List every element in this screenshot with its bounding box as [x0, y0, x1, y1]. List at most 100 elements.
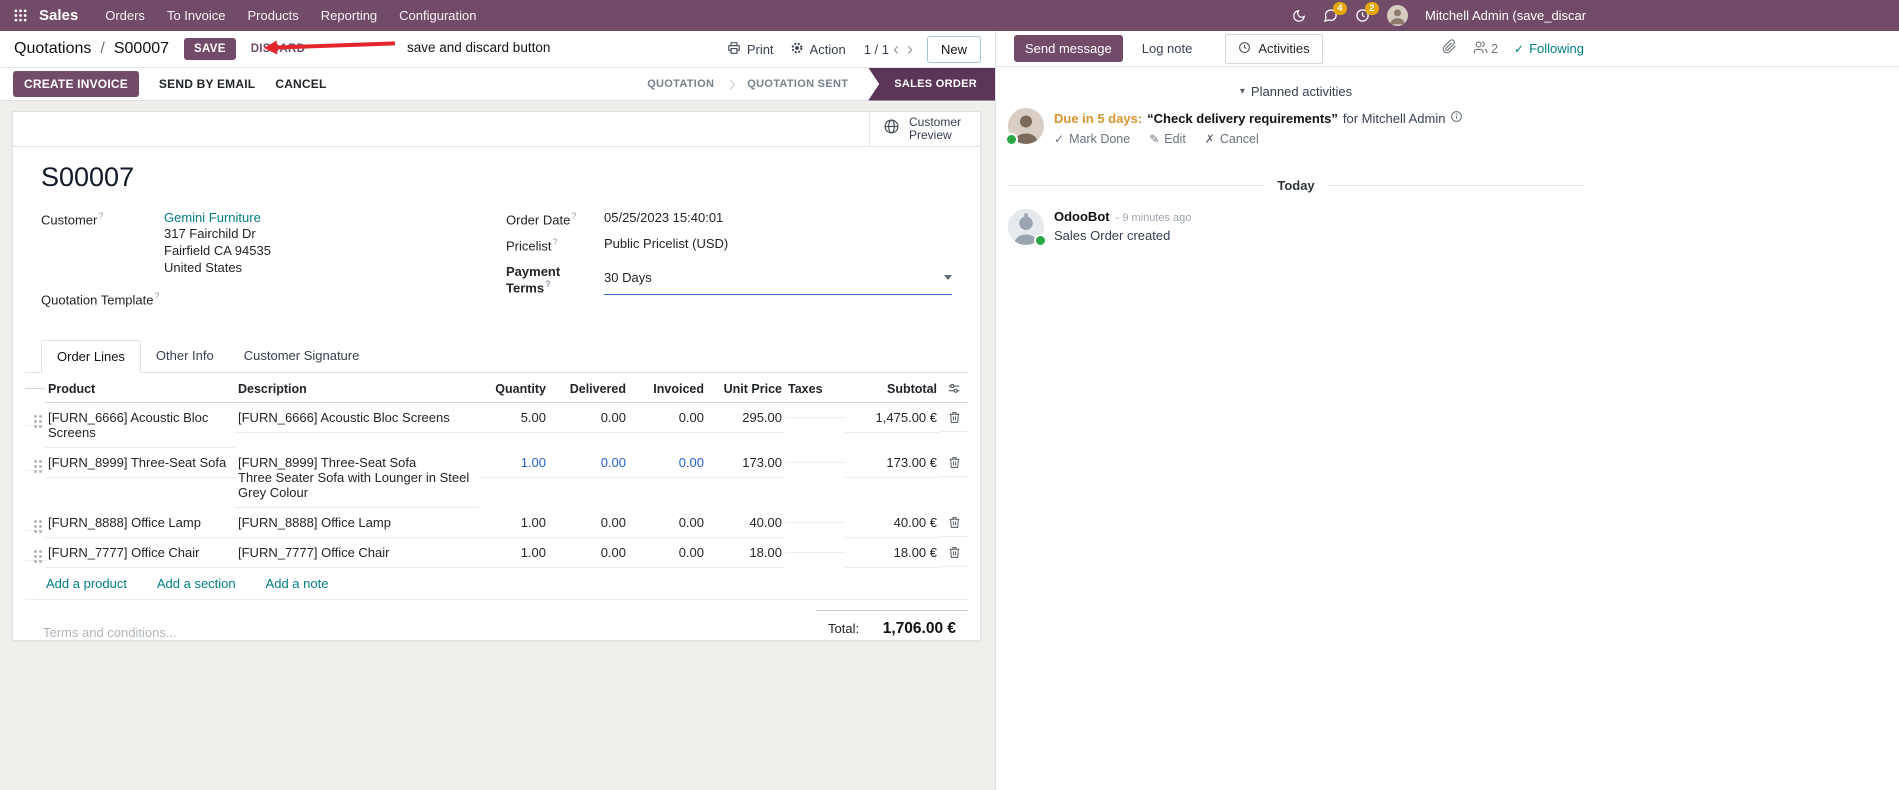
activities-tab[interactable]: Activities [1225, 33, 1323, 64]
cell-quantity: 5.00 [479, 403, 549, 434]
tab-other-info[interactable]: Other Info [155, 348, 214, 364]
terms-placeholder[interactable]: Terms and conditions... [43, 625, 177, 641]
stage-sales-order[interactable]: SALES ORDER [868, 67, 995, 101]
discard-button[interactable]: DISCARD [245, 38, 312, 60]
paperclip-icon[interactable] [1442, 38, 1457, 59]
mark-done-label: Mark Done [1069, 132, 1131, 146]
column-quantity[interactable]: Quantity [479, 373, 549, 404]
menu-configuration[interactable]: Configuration [399, 8, 477, 23]
drag-handle-icon[interactable] [25, 538, 45, 562]
edit-activity-button[interactable]: ✎ Edit [1149, 132, 1186, 146]
apps-grid-icon[interactable] [8, 9, 33, 22]
log-note-button[interactable]: Log note [1141, 41, 1193, 56]
following-button[interactable]: ✓ Following [1514, 41, 1584, 56]
breadcrumb-record: S00007 [113, 40, 170, 57]
dark-mode-moon-icon[interactable] [1292, 9, 1306, 23]
address-line-1: 317 Fairchild Dr [164, 226, 256, 241]
order-date-value[interactable]: 05/25/2023 15:40:01 [604, 210, 724, 225]
menu-to-invoice[interactable]: To Invoice [166, 8, 226, 23]
create-invoice-button[interactable]: CREATE INVOICE [13, 71, 139, 97]
cancel-activity-button[interactable]: ✗ Cancel [1205, 132, 1259, 146]
chatter-panel: Send message Log note Activities 2 ✓ [995, 31, 1899, 790]
cell-description: [FURN_8888] Office Lamp [235, 508, 479, 539]
delete-line-icon[interactable] [940, 538, 968, 568]
drag-handle-icon[interactable] [25, 448, 45, 472]
tab-order-lines[interactable]: Order Lines [41, 340, 141, 374]
save-button[interactable]: SAVE [184, 38, 236, 60]
address-line-2: Fairfield CA 94535 [164, 243, 271, 258]
column-unit-price[interactable]: Unit Price [707, 373, 785, 404]
column-invoiced[interactable]: Invoiced [629, 373, 707, 404]
order-line-row[interactable]: [FURN_8999] Three-Seat Sofa [FURN_8999] … [25, 448, 968, 509]
column-product[interactable]: Product [45, 373, 235, 404]
cell-description: [FURN_6666] Acoustic Bloc Screens [235, 403, 479, 434]
add-note-link[interactable]: Add a note [265, 576, 329, 592]
pricelist-value[interactable]: Public Pricelist (USD) [604, 236, 729, 252]
handle-column-spacer [25, 373, 45, 390]
payment-terms-dropdown-icon[interactable] [944, 275, 952, 281]
button-box-row: Customer Preview [13, 112, 980, 147]
pager-next-icon[interactable]: › [906, 39, 913, 59]
send-by-email-button[interactable]: SEND BY EMAIL [158, 77, 256, 91]
today-divider: Today [996, 178, 1596, 193]
delete-line-icon[interactable] [940, 508, 968, 538]
stage-quotation[interactable]: QUOTATION [647, 77, 715, 90]
customer-preview-button[interactable]: Customer Preview [869, 112, 980, 146]
menu-orders[interactable]: Orders [105, 8, 145, 23]
cell-product: [FURN_8888] Office Lamp [45, 508, 235, 539]
action-button[interactable]: Action [782, 37, 854, 62]
column-description[interactable]: Description [235, 373, 479, 404]
cell-invoiced: 0.00 [629, 508, 707, 539]
edit-label: Edit [1164, 132, 1186, 146]
message-body: OdooBot - 9 minutes ago Sales Order crea… [1054, 209, 1191, 245]
order-line-row[interactable]: [FURN_6666] Acoustic Bloc Screens [FURN_… [25, 403, 968, 449]
drag-handle-icon[interactable] [25, 403, 45, 427]
messages-badge: 4 [1332, 2, 1347, 15]
quotation-template-label: Quotation Template? [41, 291, 160, 308]
messages-icon[interactable]: 4 [1323, 2, 1347, 23]
add-product-link[interactable]: Add a product [46, 576, 127, 592]
order-line-row[interactable]: [FURN_8888] Office Lamp [FURN_8888] Offi… [25, 508, 968, 539]
odoobot-avatar[interactable] [1008, 209, 1047, 247]
message-author[interactable]: OdooBot [1054, 209, 1110, 224]
optional-columns-icon[interactable] [940, 373, 968, 404]
tab-customer-signature[interactable]: Customer Signature [243, 348, 360, 364]
stage-quotation-sent[interactable]: QUOTATION SENT [747, 77, 849, 90]
table-header-row: Product Description Quantity Delivered I… [25, 373, 968, 404]
column-subtotal[interactable]: Subtotal [845, 373, 940, 404]
customer-link[interactable]: Gemini Furniture [164, 210, 261, 225]
delete-line-icon[interactable] [940, 403, 968, 433]
info-icon[interactable] [1450, 110, 1463, 126]
app-name[interactable]: Sales [39, 7, 79, 24]
pager-previous-icon[interactable]: ‹ [892, 39, 899, 59]
user-name[interactable]: Mitchell Admin (save_discar [1425, 8, 1587, 23]
new-button[interactable]: New [926, 35, 981, 63]
activity-avatar[interactable] [1005, 108, 1044, 146]
menu-reporting[interactable]: Reporting [320, 8, 378, 23]
breadcrumb: Quotations / S00007 SAVE DISCARD [14, 38, 311, 60]
order-line-row[interactable]: [FURN_7777] Office Chair [FURN_7777] Off… [25, 538, 968, 569]
activities-clock-icon[interactable]: 2 [1355, 2, 1379, 23]
payment-terms-input[interactable] [604, 269, 938, 287]
x-icon: ✗ [1204, 132, 1215, 146]
following-label: Following [1529, 41, 1584, 56]
followers-count: 2 [1491, 41, 1499, 56]
address-line-3: United States [164, 260, 243, 275]
print-button[interactable]: Print [719, 37, 782, 62]
cancel-button[interactable]: CANCEL [275, 77, 327, 91]
followers-button[interactable]: 2 [1473, 40, 1498, 58]
pencil-icon: ✎ [1149, 132, 1160, 146]
drag-handle-icon[interactable] [25, 508, 45, 532]
mark-done-button[interactable]: ✓ Mark Done [1054, 132, 1130, 146]
customer-address: 317 Fairchild Dr Fairfield CA 94535 Unit… [164, 225, 271, 276]
record-title: S00007 [41, 162, 135, 192]
breadcrumb-quotations[interactable]: Quotations [14, 40, 92, 57]
send-message-button[interactable]: Send message [1014, 35, 1123, 62]
planned-activities-header[interactable]: ▾ Planned activities [996, 84, 1596, 99]
add-section-link[interactable]: Add a section [156, 576, 236, 592]
menu-products[interactable]: Products [247, 8, 299, 23]
user-avatar[interactable] [1387, 5, 1408, 26]
column-taxes[interactable]: Taxes [785, 373, 845, 404]
delete-line-icon[interactable] [940, 448, 968, 478]
column-delivered[interactable]: Delivered [549, 373, 629, 404]
